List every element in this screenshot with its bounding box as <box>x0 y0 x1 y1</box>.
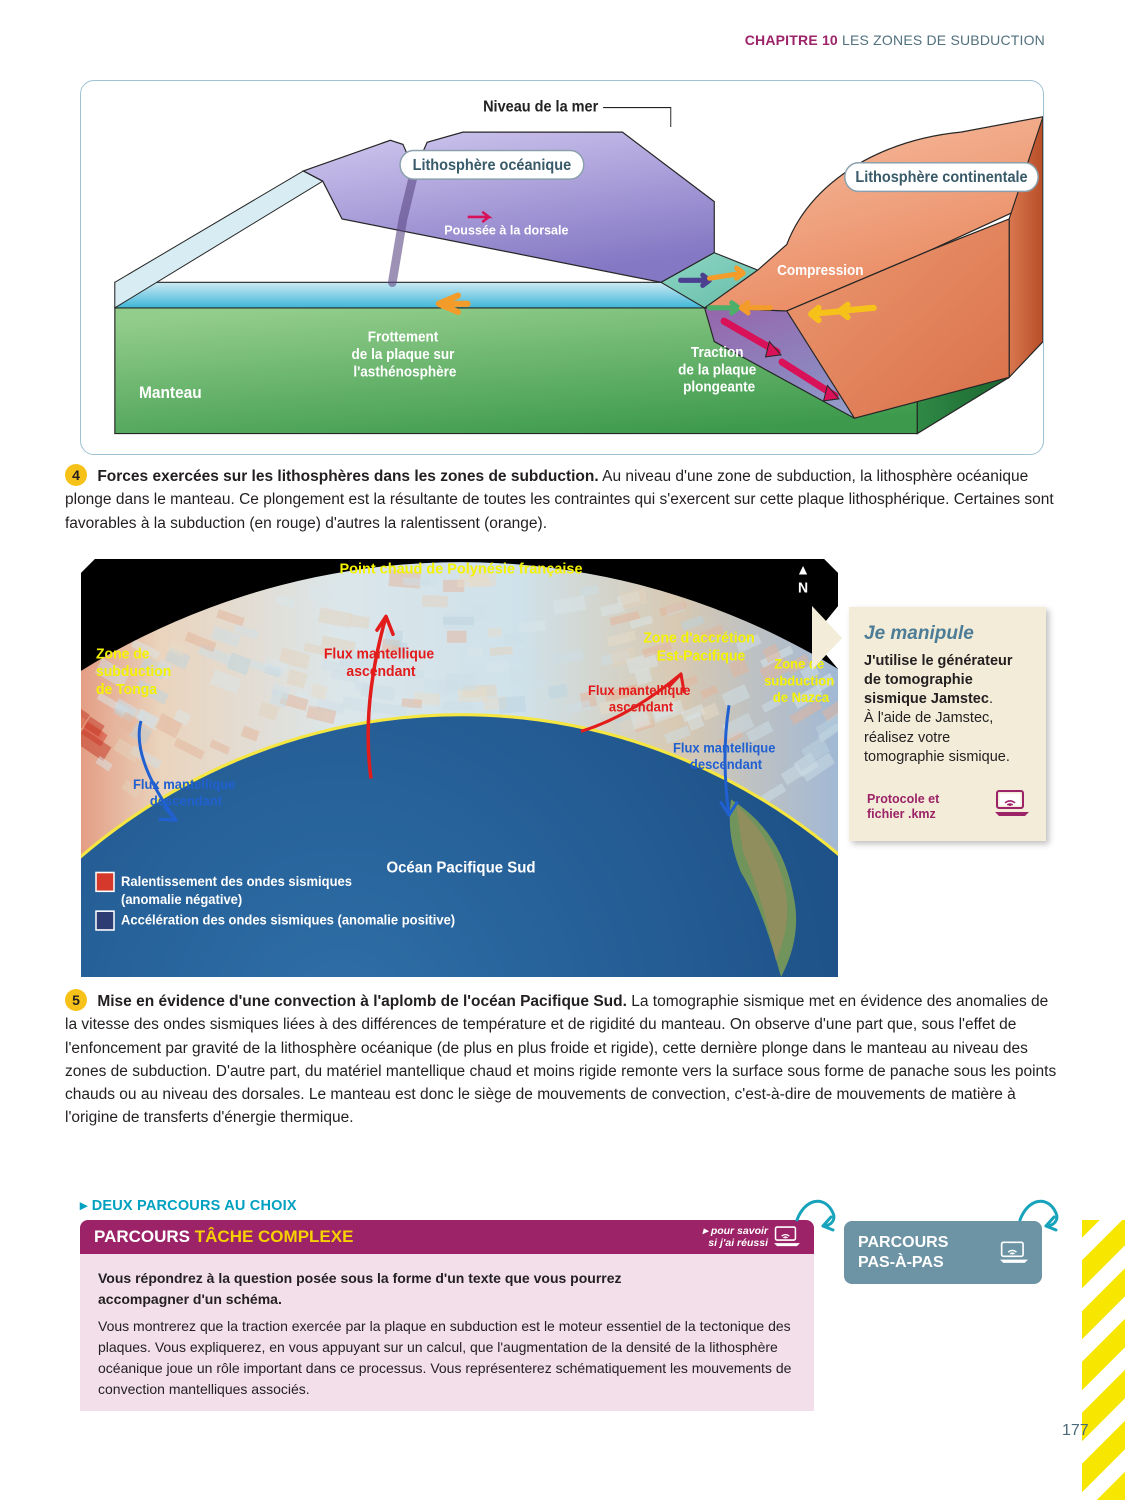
svg-text:Compression: Compression <box>777 262 863 278</box>
svg-text:▲: ▲ <box>796 562 810 578</box>
svg-text:(anomalie négative): (anomalie négative) <box>121 892 242 907</box>
svg-text:Ralentissement des ondes sismi: Ralentissement des ondes sismiques <box>121 874 352 889</box>
svg-text:Lithosphère océanique: Lithosphère océanique <box>413 157 572 174</box>
svg-text:Zone d'accrétion Est-Pacif: Zone d'accrétion Est-Pacifique <box>643 630 758 664</box>
svg-text:Lithosphère continentale: Lithosphère continentale <box>855 169 1027 186</box>
svg-text:Océan Pacifique Sud: Océan Pacifique Sud <box>386 859 535 876</box>
svg-text:Manteau: Manteau <box>139 384 202 401</box>
svg-text:Point chaud de Polynésie franç: Point chaud de Polynésie française <box>339 561 582 577</box>
svg-text:Accélération des ondes sismiqu: Accélération des ondes sismiques (anomal… <box>121 912 455 927</box>
svg-text:N: N <box>798 580 808 596</box>
svg-text:Niveau de la mer: Niveau de la mer <box>483 98 598 115</box>
svg-text:Poussée à la dorsale: Poussée à la dorsale <box>444 222 568 237</box>
